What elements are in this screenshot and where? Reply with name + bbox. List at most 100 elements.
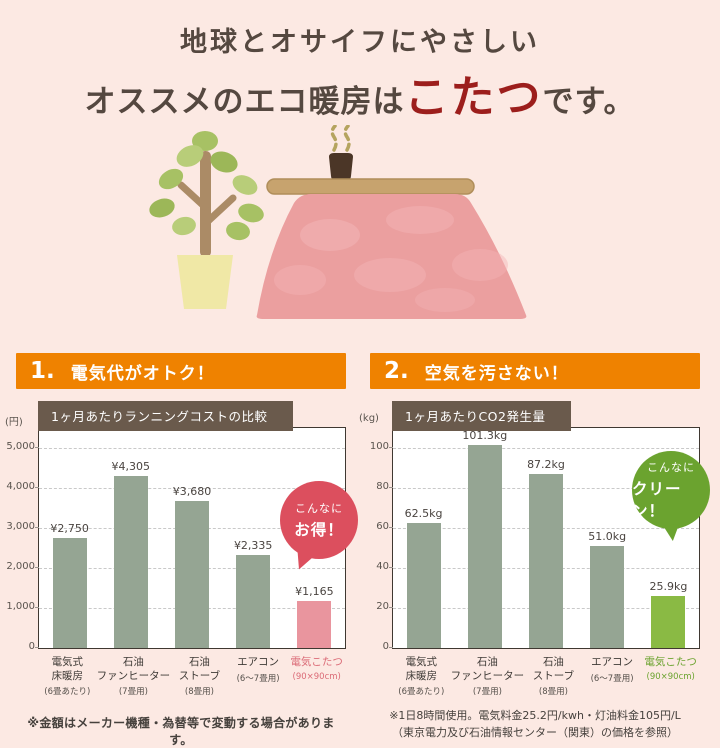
bar-value-label: ¥4,305: [111, 460, 151, 473]
running-cost-plot-area: (円) 0 1,000 2,000 3,000 4,000 5,000 ¥2,750 ¥4,3…: [5, 417, 346, 652]
title-pre: オススメのエコ暖房は: [84, 84, 405, 120]
y-tick-label: 80: [376, 481, 389, 492]
co2-chart: 1ヶ月あたりCO2発生量 (kg) 0 20 40 60 80 100 62.5kg 101.…: [359, 401, 710, 697]
gridline: [393, 448, 699, 449]
running-cost-plot-wrap: (円) 0 1,000 2,000 3,000 4,000 5,000 ¥2,750 ¥4,3…: [5, 417, 346, 652]
y-tick-mark: [389, 447, 393, 448]
y-tick-mark: [35, 647, 39, 648]
x-axis-label: 電気式 床暖房 (6畳あたり): [44, 656, 91, 698]
y-tick-mark: [35, 567, 39, 568]
y-tick-label: 4,000: [6, 481, 35, 492]
bar: [467, 445, 502, 648]
x-axis-label: 電気式 床暖房 (6畳あたり): [398, 656, 445, 698]
y-tick-mark: [389, 487, 393, 488]
bar-value-label: ¥1,165: [295, 585, 334, 598]
y-tick-label: 2,000: [6, 561, 35, 572]
title-post: です。: [542, 84, 636, 120]
page-header: 地球とオサイフにやさしい オススメのエコ暖房はこたつです。: [0, 0, 720, 125]
y-tick-mark: [389, 647, 393, 648]
footnote-price-disclaimer: ※金額はメーカー機種・為替等で変動する場合があります。: [27, 716, 335, 748]
footnote-usage-line1: ※1日8時間使用。電気料金25.2円/kwh・灯油料金105円/L: [389, 709, 681, 723]
bar: [297, 601, 332, 648]
y-tick-mark: [35, 487, 39, 488]
clean-badge-line1: こんなに: [647, 461, 695, 474]
badge-tail: [663, 524, 681, 542]
y-tick-mark: [35, 447, 39, 448]
x-axis-label: エアコン (6～7畳用): [590, 656, 634, 684]
clean-badge-line2: クリーン！: [632, 480, 682, 520]
bar: [406, 523, 441, 648]
y-tick-label: 1,000: [6, 601, 35, 612]
chart-columns: 1. 電気代がオトク！ 1ヶ月あたりランニングコストの比較 (円) 0 1,000…: [0, 353, 720, 697]
co2-chart-title: 1ヶ月あたりCO2発生量: [392, 401, 572, 431]
y-tick-mark: [35, 527, 39, 528]
section-2-header: 2. 空気を汚さない！: [370, 353, 700, 389]
y-tick-label: 0: [382, 641, 389, 652]
bar: [175, 501, 209, 648]
bar: [651, 596, 686, 648]
footnote-usage-line2: （東京電力及び石油情報センター（関東）の価格を参照）: [392, 726, 678, 740]
bar-value-label: 87.2kg: [527, 458, 565, 471]
gridline: [39, 488, 345, 489]
footnote-usage-conditions: ※1日8時間使用。電気料金25.2円/kwh・灯油料金105円/L （東京電力及…: [370, 707, 700, 748]
teacup-icon: [329, 153, 353, 180]
otoku-badge-line1: こんなに: [295, 502, 343, 515]
y-tick-label: 20: [376, 601, 389, 612]
running-cost-chart-title: 1ヶ月あたりランニングコストの比較: [38, 401, 294, 431]
steam-icon: [330, 125, 351, 152]
otoku-badge: こんなに お得！: [280, 481, 358, 573]
otoku-badge-line2: お得！: [294, 521, 344, 539]
y-axis-unit-yen: (円): [5, 417, 23, 428]
scene-svg: [149, 125, 527, 319]
running-cost-x-labels: 電気式 床暖房 (6畳あたり) 石油 ファンヒーター (7畳用) 石油 ストーブ (8畳用…: [38, 656, 346, 697]
x-axis-label: 電気こたつ (90×90cm): [644, 656, 697, 682]
clean-badge: こんなに クリーン！: [632, 451, 710, 542]
x-axis-label: 石油 ストーブ (8畳用): [178, 656, 221, 698]
y-tick-label: 40: [376, 561, 389, 572]
y-tick-label: 5,000: [6, 441, 35, 452]
y-tick-label: 100: [369, 441, 389, 452]
running-cost-chart: 1ヶ月あたりランニングコストの比較 (円) 0 1,000 2,000 3,000 4,…: [5, 401, 358, 697]
x-axis-label: 電気こたつ (90×90cm): [290, 656, 343, 682]
title-accent-kotatsu: こたつ: [404, 72, 543, 123]
gridline: [39, 448, 345, 449]
y-tick-mark: [389, 527, 393, 528]
page-title-line2: オススメのエコ暖房はこたつです。: [0, 61, 720, 125]
y-tick-mark: [389, 567, 393, 568]
kotatsu-scene-illustration: [0, 125, 720, 327]
bar-value-label: ¥3,680: [172, 485, 212, 498]
co2-x-labels: 電気式 床暖房 (6畳あたり) 石油 ファンヒーター (7畳用) 石油 ストーブ (8畳用…: [392, 656, 700, 697]
y-tick-label: 0: [28, 641, 35, 652]
bar-value-label: 101.3kg: [462, 429, 508, 442]
section-1-number: 1.: [30, 358, 55, 384]
bar: [590, 546, 625, 648]
x-axis-label: エアコン (6～7畳用): [236, 656, 280, 684]
bar: [52, 538, 87, 648]
bar: [236, 555, 271, 648]
section-2-column: 2. 空気を汚さない！ 1ヶ月あたりCO2発生量 (kg) 0 20 40 60 80 1…: [359, 353, 710, 697]
bar-value-label: 25.9kg: [649, 580, 688, 593]
bar-value-label: ¥2,750: [50, 522, 89, 535]
section-2-number: 2.: [384, 358, 409, 384]
x-axis-label: 石油 ストーブ (8畳用): [532, 656, 575, 698]
y-axis-unit-kg: (kg): [359, 413, 379, 424]
kotatsu-icon: [256, 125, 527, 319]
bar: [529, 474, 563, 648]
co2-plot-area: (kg) 0 20 40 60 80 100 62.5kg 101.3kg 87.2kg 51.0…: [359, 413, 700, 652]
section-2-title: 空気を汚さない！: [424, 363, 569, 384]
bar-value-label: ¥2,335: [233, 539, 273, 552]
bar-value-label: 51.0kg: [588, 530, 627, 543]
y-tick-label: 3,000: [6, 521, 35, 532]
y-tick-label: 60: [376, 521, 389, 532]
bar: [113, 476, 148, 648]
section-1-header: 1. 電気代がオトク！: [16, 353, 346, 389]
x-axis-label: 石油 ファンヒーター (7畳用): [450, 656, 525, 698]
section-1-title: 電気代がオトク！: [70, 363, 215, 384]
y-tick-mark: [35, 607, 39, 608]
page-title-line1: 地球とオサイフにやさしい: [180, 27, 540, 58]
co2-plot-wrap: (kg) 0 20 40 60 80 100 62.5kg 101.3kg 87.2kg 51.0…: [359, 413, 700, 652]
bar-value-label: 62.5kg: [404, 507, 443, 520]
section-1-column: 1. 電気代がオトク！ 1ヶ月あたりランニングコストの比較 (円) 0 1,000…: [5, 353, 358, 697]
potted-plant-icon: [149, 131, 264, 309]
x-axis-label: 石油 ファンヒーター (7畳用): [96, 656, 171, 698]
